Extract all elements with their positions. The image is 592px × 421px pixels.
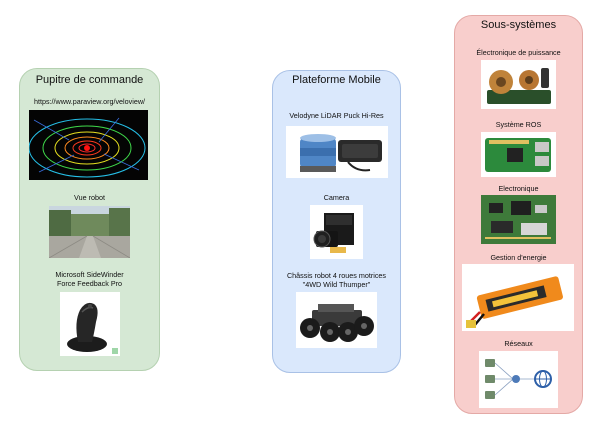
battery-image xyxy=(462,264,574,331)
joystick-image xyxy=(60,292,120,356)
sous-systemes-panel: Sous-systèmes Électronique de puissance … xyxy=(454,15,583,414)
pupitre-title: Pupitre de commande xyxy=(35,74,144,86)
energy-management-label: Gestion d'energie xyxy=(490,253,547,262)
pupitre-panel: Pupitre de commande https://www.paraview… xyxy=(19,68,160,371)
robot-camera-view-image xyxy=(49,206,130,258)
camera-image xyxy=(310,205,363,259)
power-electronics-label: Électronique de puissance xyxy=(476,48,561,57)
sous-systemes-title: Sous-systèmes xyxy=(480,19,557,31)
chassis-label-line1: Châssis robot 4 roues motrices xyxy=(286,271,387,280)
networks-image xyxy=(479,351,558,408)
plateforme-title: Plateforme Mobile xyxy=(292,74,381,86)
networks-label: Réseaux xyxy=(504,339,533,348)
electronics-label: Electronique xyxy=(498,184,539,193)
joystick-label-line2: Force Feedback Pro xyxy=(56,279,123,288)
plateforme-panel: Plateforme Mobile Velodyne LiDAR Puck Hi… xyxy=(272,70,401,373)
veloview-url-label: https://www.paraview.org/veloview/ xyxy=(33,97,146,106)
ros-system-label: Système ROS xyxy=(495,120,542,129)
lidar-image xyxy=(286,126,388,178)
robot-view-label: Vue robot xyxy=(74,193,105,202)
power-electronics-image xyxy=(481,60,556,109)
chassis-image xyxy=(296,292,377,348)
electronics-image xyxy=(481,195,556,244)
lidar-label: Velodyne LiDAR Puck Hi-Res xyxy=(289,111,384,120)
veloview-pointcloud-image xyxy=(29,110,148,180)
ros-board-image xyxy=(481,132,556,177)
camera-label: Camera xyxy=(323,193,350,202)
chassis-label-line2: "4WD Wild Thumper" xyxy=(302,280,371,289)
joystick-label-line1: Microsoft SideWinder xyxy=(55,270,124,279)
